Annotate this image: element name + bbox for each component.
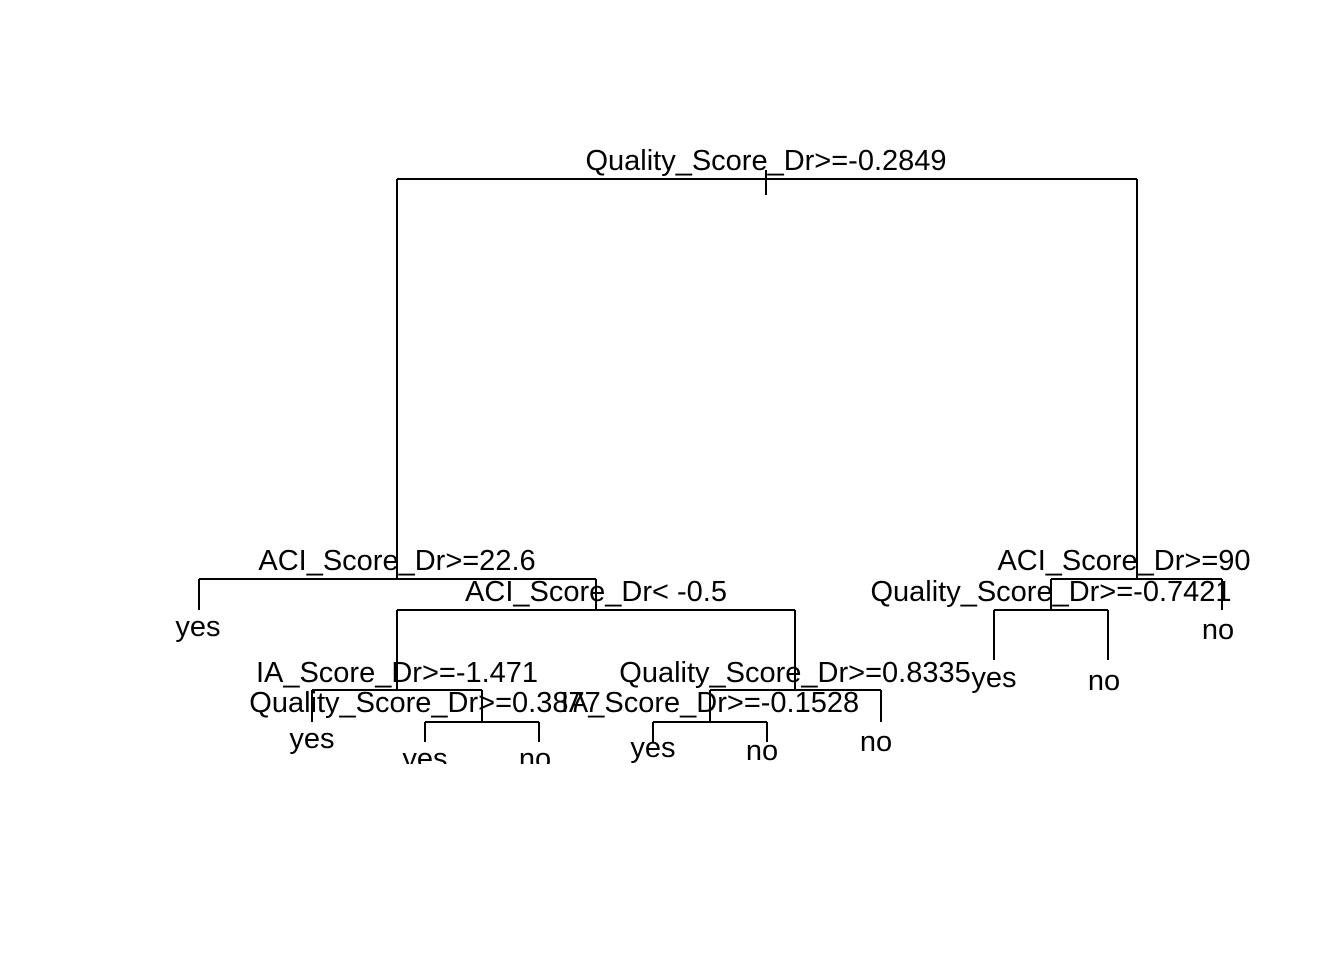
split-label: ACI_Score_Dr>=22.6 xyxy=(258,545,535,577)
leaf-label: no xyxy=(1202,614,1234,646)
split-label: IA_Score_Dr>=-1.471 xyxy=(256,657,538,689)
leaf-label: yes xyxy=(971,662,1016,694)
split-label: Quality_Score_Dr>=-0.7421 xyxy=(870,576,1231,608)
split-label: ACI_Score_Dr>=90 xyxy=(997,545,1250,577)
leaf-label: no xyxy=(519,743,551,775)
split-label: ACI_Score_Dr< -0.5 xyxy=(465,576,727,608)
leaf-label: yes xyxy=(630,732,675,764)
tree-plot-region: Quality_Score_Dr>=-0.2849 ACI_Score_Dr>=2… xyxy=(175,145,1250,775)
split-label: Quality_Score_Dr>=-0.2849 xyxy=(585,145,946,177)
leaf-label: yes xyxy=(402,743,447,775)
leaf-label: no xyxy=(746,735,778,767)
leaf-label: no xyxy=(1088,665,1120,697)
leaf-label: yes xyxy=(289,723,334,755)
leaf-label: yes xyxy=(175,611,220,643)
split-label: IA_Score_Dr>=-0.1528 xyxy=(561,687,859,719)
split-label: Quality_Score_Dr>=0.8335 xyxy=(619,657,970,689)
split-label: Quality_Score_Dr>=0.3877 xyxy=(249,687,600,719)
leaf-label: no xyxy=(860,726,892,758)
